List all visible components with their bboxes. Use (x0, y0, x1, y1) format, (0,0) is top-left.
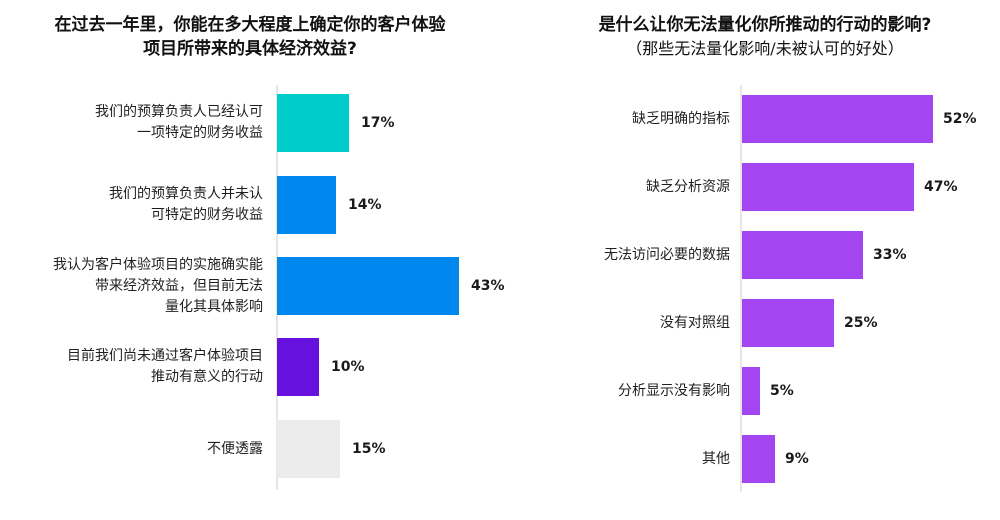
category-label: 没有对照组 (660, 314, 730, 331)
category-label-line: 推动有意义的行动 (151, 369, 263, 385)
value-label: 33% (873, 247, 907, 263)
bar (742, 367, 760, 415)
category-label: 我们的预算负责人并未认可特定的财务收益 (0, 170, 263, 240)
category-label-line: 不便透露 (207, 440, 263, 457)
right-chart-title: 是什么让你无法量化你所推动的行动的影响? （那些无法量化影响/未被认可的好处） (500, 13, 1000, 61)
value-label: 15% (352, 441, 386, 457)
bar (277, 420, 340, 478)
category-label: 其他 (702, 450, 730, 467)
bar (277, 176, 336, 234)
value-label: 25% (844, 315, 878, 331)
category-label: 不便透露 (0, 414, 263, 484)
category-label-line: 目前我们尚未通过客户体验项目 (67, 348, 263, 364)
left-chart-title: 在过去一年里，你能在多大程度上确定你的客户体验 项目所带来的具体经济效益? (0, 13, 500, 61)
right-title-main: 是什么让你无法量化你所推动的行动的影响? (598, 15, 932, 35)
bar (742, 435, 775, 483)
category-label-line: 我们的预算负责人并未认 (109, 186, 263, 202)
bar (742, 231, 863, 279)
category-label: 目前我们尚未通过客户体验项目推动有意义的行动 (0, 332, 263, 402)
category-label-line: 量化其具体影响 (165, 298, 263, 315)
value-label: 5% (770, 383, 794, 399)
category-label-line: 我认为客户体验项目的实施确实能 (53, 256, 263, 273)
value-label: 47% (924, 179, 958, 195)
category-label: 我认为客户体验项目的实施确实能带来经济效益，但目前无法量化其具体影响 (0, 251, 263, 321)
value-label: 9% (785, 451, 809, 467)
value-label: 43% (471, 278, 505, 294)
category-label-line: 一项特定的财务收益 (137, 125, 263, 141)
bar (277, 338, 319, 396)
category-label: 缺乏分析资源 (646, 178, 730, 195)
bar (742, 299, 834, 347)
right-chart-axis (740, 85, 742, 492)
value-label: 17% (361, 115, 395, 131)
bar (277, 257, 459, 315)
left-title-line-1: 在过去一年里，你能在多大程度上确定你的客户体验 (54, 15, 446, 35)
value-label: 14% (348, 197, 382, 213)
category-label: 缺乏明确的指标 (632, 110, 730, 127)
right-title-subtitle: （那些无法量化影响/未被认可的好处） (626, 39, 904, 58)
bar (742, 163, 914, 211)
value-label: 10% (331, 359, 365, 375)
bar (742, 95, 933, 143)
category-label: 我们的预算负责人已经认可一项特定的财务收益 (0, 88, 263, 158)
value-label: 52% (943, 111, 977, 127)
category-label-line: 我们的预算负责人已经认可 (95, 104, 263, 120)
left-title-line-2: 项目所带来的具体经济效益? (143, 39, 357, 59)
category-label-line: 带来经济效益，但目前无法 (95, 277, 263, 294)
category-label-line: 可特定的财务收益 (151, 207, 263, 223)
category-label: 分析显示没有影响 (618, 382, 730, 399)
category-label: 无法访问必要的数据 (604, 246, 730, 263)
bar (277, 94, 349, 152)
